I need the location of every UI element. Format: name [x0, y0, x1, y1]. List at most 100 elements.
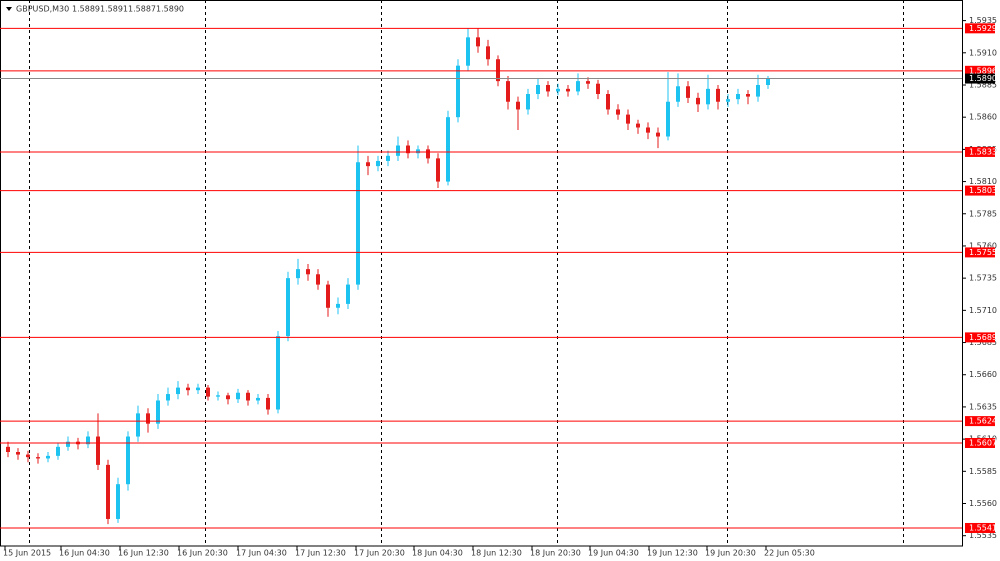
quote-value: 1.5891 [100, 5, 128, 14]
candle-body [216, 395, 220, 397]
y-tick-label: 1.5535 [969, 531, 997, 540]
candle-body [6, 446, 10, 452]
candle-body [696, 97, 700, 105]
candle-body [486, 46, 490, 60]
y-tick-label: 1.5885 [969, 80, 997, 89]
menu-arrow[interactable] [6, 7, 12, 11]
current-price-box [965, 73, 995, 84]
y-tick-label: 1.5735 [969, 274, 997, 283]
candle-body [646, 127, 650, 133]
candle-body [636, 123, 640, 128]
level-label: 1.5689 [969, 333, 997, 342]
level-label: 1.5896 [969, 66, 997, 75]
candle-body [356, 162, 360, 285]
candle-body [596, 83, 600, 95]
candle-body [316, 274, 320, 285]
candle-body [26, 454, 30, 458]
level-label-box [965, 185, 995, 196]
plot-frame [0, 0, 963, 547]
candle-body [236, 392, 240, 400]
candle-body [746, 94, 750, 97]
candle-body [536, 84, 540, 95]
candle-body [146, 413, 150, 424]
candle-body [656, 132, 660, 137]
level-label-box [965, 247, 995, 258]
candle-body [436, 158, 440, 182]
quote-value: 1.5887 [128, 5, 156, 14]
candle-body [496, 59, 500, 82]
level-label-box [965, 332, 995, 343]
candle-body [276, 336, 280, 410]
candle-body [606, 94, 610, 110]
y-tick-label: 1.5660 [969, 370, 997, 379]
candle-body [226, 395, 230, 400]
candle-body [756, 84, 760, 97]
candle-body [366, 162, 370, 167]
candle-body [716, 88, 720, 102]
candle-body [396, 145, 400, 156]
x-tick-label: 22 Jun 05:30 [764, 549, 815, 558]
candle-body [326, 284, 330, 308]
candle-body [346, 284, 350, 304]
level-label: 1.5541 [969, 523, 997, 532]
x-tick-label: 19 Jun 20:30 [705, 549, 756, 558]
y-tick-label: 1.5685 [969, 338, 997, 347]
x-tick-label: 16 Jun 04:30 [59, 549, 110, 558]
candle-body [126, 436, 130, 485]
candle-body [106, 464, 110, 519]
candle-body [566, 88, 570, 92]
y-tick-label: 1.5935 [969, 16, 997, 25]
candle-body [686, 86, 690, 98]
y-tick-label: 1.5760 [969, 241, 997, 250]
x-tick-label: 17 Jun 12:30 [295, 549, 346, 558]
candle-body [516, 101, 520, 110]
level-label-box [965, 522, 995, 533]
level-label-box [965, 437, 995, 448]
candle-body [506, 81, 510, 102]
candle-body [246, 392, 250, 401]
candle-body [456, 65, 460, 118]
candle-body [176, 387, 180, 395]
candle-body [386, 155, 390, 161]
candle-body [466, 37, 470, 66]
candle-body [116, 484, 120, 519]
level-label-box [965, 416, 995, 427]
x-tick-label: 18 Jun 20:30 [530, 549, 581, 558]
candle-body [66, 441, 70, 447]
current-price-label: 1.5890 [969, 74, 997, 83]
candle-body [676, 86, 680, 102]
y-tick-label: 1.5860 [969, 113, 997, 122]
x-tick-label: 17 Jun 04:30 [236, 549, 287, 558]
candle-body [56, 446, 60, 456]
candle-body [86, 436, 90, 445]
candle-body [186, 387, 190, 391]
candle-body [476, 37, 480, 47]
candle-body [736, 94, 740, 100]
candle-body [296, 269, 300, 279]
candle-body [576, 81, 580, 92]
candle-body [286, 278, 290, 337]
candle-body [766, 78, 770, 85]
x-tick-label: 18 Jun 12:30 [471, 549, 522, 558]
x-tick-label: 19 Jun 12:30 [647, 549, 698, 558]
level-label: 1.5833 [969, 147, 997, 156]
level-label-box [965, 65, 995, 76]
y-tick-label: 1.5810 [969, 177, 997, 186]
candle-body [586, 81, 590, 84]
candle-body [166, 394, 170, 401]
y-tick-label: 1.5910 [969, 48, 997, 57]
quote-value: 1.5889 [72, 5, 100, 14]
candle-body [306, 269, 310, 275]
candle-body [666, 101, 670, 137]
level-label: 1.5607 [969, 438, 997, 447]
candle-body [626, 114, 630, 124]
candle-body [36, 457, 40, 459]
level-label: 1.5624 [969, 417, 997, 426]
y-tick-label: 1.5560 [969, 499, 997, 508]
candle-body [376, 160, 380, 167]
x-tick-label: 18 Jun 04:30 [412, 549, 463, 558]
level-label: 1.5929 [969, 24, 997, 33]
candle-body [556, 88, 560, 92]
candle-body [16, 451, 20, 455]
